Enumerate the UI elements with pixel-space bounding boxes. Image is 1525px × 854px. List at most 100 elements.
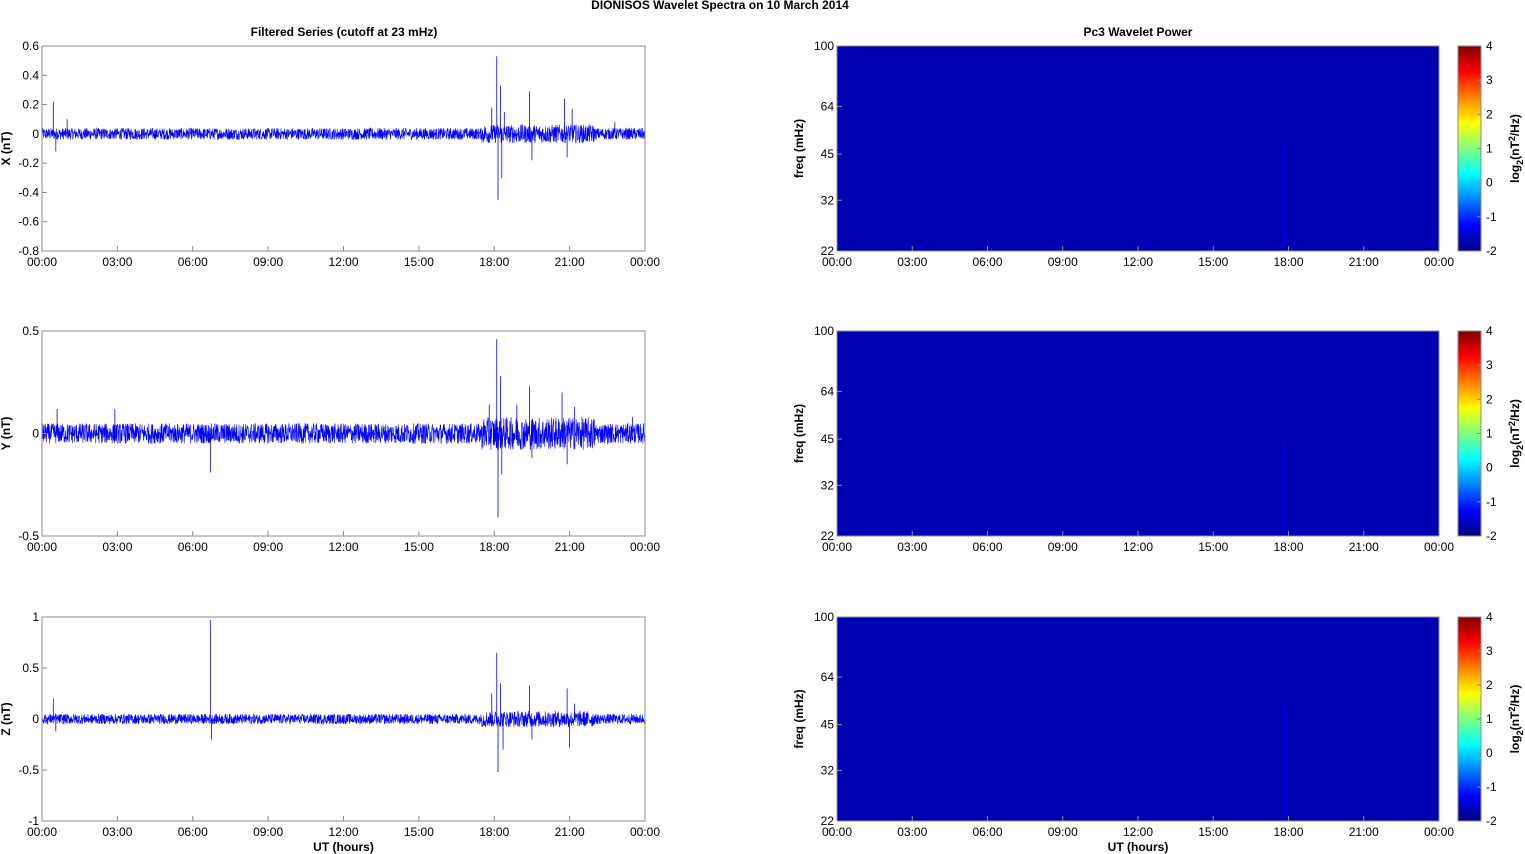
y-tick-label: 32 bbox=[821, 193, 835, 207]
x-tick-label: 00:00 bbox=[27, 825, 57, 839]
x-tick-label: 18:00 bbox=[1273, 540, 1303, 554]
colorbar-label-part: 2 bbox=[1507, 421, 1517, 426]
x-tick-label: 03:00 bbox=[102, 540, 132, 554]
x-tick-label: 12:00 bbox=[328, 255, 358, 269]
x-tick-label: 09:00 bbox=[253, 825, 283, 839]
colorbar-label-part: log bbox=[1508, 165, 1522, 183]
x-tick-label: 21:00 bbox=[555, 825, 585, 839]
x-tick-label: 00:00 bbox=[630, 540, 660, 554]
colorbar-label-part: (nT bbox=[1508, 711, 1522, 730]
colorbar-label-part: 2 bbox=[1507, 136, 1517, 141]
x-tick-label: 06:00 bbox=[972, 825, 1002, 839]
x-tick-label: 00:00 bbox=[1424, 540, 1454, 554]
x-tick-label: 06:00 bbox=[178, 255, 208, 269]
y-tick-label: 0.2 bbox=[22, 98, 39, 112]
x-tick-label: 06:00 bbox=[972, 540, 1002, 554]
x-tick-label: 09:00 bbox=[1048, 255, 1078, 269]
colorbar-tick-label: -2 bbox=[1486, 814, 1497, 828]
colorbar-tick-label: 4 bbox=[1486, 610, 1493, 624]
y-tick-label: 64 bbox=[821, 384, 835, 398]
heatmap-field bbox=[837, 617, 1439, 821]
x-tick-label: 21:00 bbox=[1349, 540, 1379, 554]
colorbar bbox=[1458, 617, 1481, 821]
colorbar-tick-label: 0 bbox=[1486, 746, 1493, 760]
heatmap-field bbox=[837, 46, 1439, 251]
y-tick-label: 100 bbox=[814, 324, 834, 338]
heatmap-feature bbox=[1284, 439, 1286, 536]
x-tick-label: 12:00 bbox=[1123, 255, 1153, 269]
x-tick-label: 18:00 bbox=[1273, 255, 1303, 269]
series-line bbox=[41, 710, 646, 728]
colorbar-tick-label: 4 bbox=[1486, 324, 1493, 338]
panels: -0.8 -0.6 -0.4 -0.2 0 0.2 0.4 0.6 X (nT) 00:00 03:… bbox=[0, 39, 1525, 854]
colorbar-tick-label: -1 bbox=[1486, 210, 1497, 224]
y-tick-label: 64 bbox=[821, 99, 835, 113]
colorbar-tick-label: -1 bbox=[1486, 780, 1497, 794]
x-tick-label: 21:00 bbox=[1349, 825, 1379, 839]
colorbar-tick-label: 0 bbox=[1486, 176, 1493, 190]
colorbar-label-part: log bbox=[1508, 450, 1522, 468]
colorbar bbox=[1458, 331, 1481, 536]
x-tick-label: 00:00 bbox=[1424, 255, 1454, 269]
x-tick-label: 06:00 bbox=[178, 540, 208, 554]
y-tick-label: -0.6 bbox=[18, 215, 39, 229]
y-tick-label: 100 bbox=[814, 610, 834, 624]
figure-title: DIONISOS Wavelet Spectra on 10 March 201… bbox=[591, 0, 849, 12]
colorbar-label: log2(nT2/Hz) bbox=[1507, 399, 1525, 468]
x-tick-label: 00:00 bbox=[27, 255, 57, 269]
x-tick-label: 15:00 bbox=[404, 540, 434, 554]
heatmap-feature bbox=[1284, 145, 1286, 251]
y-tick-label: -1 bbox=[28, 814, 39, 828]
left-column-title: Filtered Series (cutoff at 23 mHz) bbox=[251, 25, 438, 39]
colorbar-label-part: /Hz) bbox=[1508, 399, 1522, 421]
colorbar-label: log2(nT2/Hz) bbox=[1507, 685, 1525, 754]
x-tick-label: 15:00 bbox=[404, 825, 434, 839]
y-tick-label: 64 bbox=[821, 670, 835, 684]
colorbar-label: log2(nT2/Hz) bbox=[1507, 114, 1525, 183]
y-tick-label: 22 bbox=[821, 529, 835, 543]
x-tick-label: 15:00 bbox=[1198, 540, 1228, 554]
x-tick-label: 00:00 bbox=[822, 255, 852, 269]
colorbar-label-part: log bbox=[1508, 735, 1522, 753]
x-tick-label: 03:00 bbox=[102, 825, 132, 839]
x-tick-label: 15:00 bbox=[1198, 255, 1228, 269]
x-tick-label: 15:00 bbox=[1198, 825, 1228, 839]
colorbar-tick-label: 2 bbox=[1486, 678, 1493, 692]
x-tick-label: 00:00 bbox=[822, 825, 852, 839]
y-tick-label: 1 bbox=[32, 610, 39, 624]
x-tick-label: 03:00 bbox=[897, 825, 927, 839]
x-tick-label: 21:00 bbox=[555, 255, 585, 269]
plot-frame bbox=[41, 45, 646, 252]
x-tick-label: 06:00 bbox=[972, 255, 1002, 269]
series-line bbox=[41, 124, 646, 144]
colorbar-tick-label: -2 bbox=[1486, 244, 1497, 258]
heatmap-feature bbox=[1284, 705, 1286, 821]
x-tick-label: 18:00 bbox=[1273, 825, 1303, 839]
y-tick-label: -0.5 bbox=[18, 763, 39, 777]
series-line bbox=[41, 417, 646, 450]
x-tick-label: 12:00 bbox=[1123, 825, 1153, 839]
x-tick-label: 09:00 bbox=[1048, 825, 1078, 839]
colorbar-label-part: (nT bbox=[1508, 426, 1522, 445]
y-axis-label: X (nT) bbox=[0, 132, 13, 166]
x-tick-label: 00:00 bbox=[822, 540, 852, 554]
y-tick-label: 0 bbox=[32, 427, 39, 441]
colorbar-label-part: 2 bbox=[1507, 707, 1517, 712]
x-tick-label: 21:00 bbox=[1349, 255, 1379, 269]
y-tick-label: 32 bbox=[821, 764, 835, 778]
y-tick-label: 0 bbox=[32, 712, 39, 726]
colorbar-tick-label: 3 bbox=[1486, 73, 1493, 87]
y-tick-label: 0.5 bbox=[22, 661, 39, 675]
x-tick-label: 09:00 bbox=[253, 255, 283, 269]
y-tick-label: 45 bbox=[821, 432, 835, 446]
x-tick-label: 21:00 bbox=[555, 540, 585, 554]
x-tick-label: 18:00 bbox=[479, 825, 509, 839]
x-tick-label: 03:00 bbox=[897, 540, 927, 554]
colorbar-tick-label: 0 bbox=[1486, 461, 1493, 475]
colorbar-tick-label: 2 bbox=[1486, 392, 1493, 406]
x-tick-label: 00:00 bbox=[27, 540, 57, 554]
x-axis-label: UT (hours) bbox=[1108, 840, 1169, 854]
y-axis-label: Z (nT) bbox=[0, 702, 13, 735]
